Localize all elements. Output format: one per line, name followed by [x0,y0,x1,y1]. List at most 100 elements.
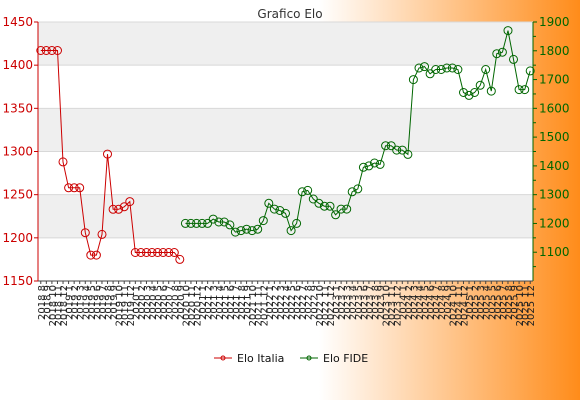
x-tick-label: 2019 7 [98,285,109,320]
data-point [314,198,324,208]
data-point [236,226,246,236]
data-point [397,145,407,155]
x-tick-label: 2024 10 [448,285,459,326]
grid-band [38,108,533,152]
data-point [225,220,235,230]
data-point [197,218,207,228]
x-tick-label: 2021 4 [215,285,226,320]
x-tick-label: 2021 10 [248,285,259,326]
y-left-tick-label: 1150 [2,274,33,288]
data-point [64,183,74,193]
x-tick-label: 2019 1 [65,285,76,320]
data-point [264,198,274,208]
data-point [281,208,290,218]
data-point [136,248,146,257]
data-point [130,248,140,257]
x-tick-label: 2020 8 [170,285,181,320]
x-tick-label: 2024 11 [454,285,465,326]
y-left-tick-label: 1450 [2,15,33,29]
data-point [520,85,530,95]
x-tick-label: 2024 5 [421,285,432,320]
data-point [436,65,446,74]
data-point [153,248,163,257]
data-point [203,218,213,228]
x-tick-label: 2022 9 [309,285,320,320]
x-tick-label: 2019 3 [76,285,87,320]
x-tick-label: 2023 3 [343,285,354,320]
x-tick-label: 2021 8 [237,285,248,320]
data-point [514,85,524,95]
x-tick-label: 2019 6 [92,285,103,320]
data-point [325,201,335,211]
y-left-tick-label: 1400 [2,58,33,72]
y-right-tick-label: 1200 [539,216,570,230]
legend-marker [220,355,226,361]
data-point [370,158,379,168]
x-tick-label: 2018 8 [37,285,48,320]
data-point [292,218,302,228]
y-right-tick-label: 1900 [539,15,570,29]
data-point [86,250,96,260]
x-tick-label: 2024 2 [404,285,415,320]
data-point [186,218,196,228]
data-point [470,88,480,97]
x-tick-label: 2018 11 [53,285,64,326]
legend-label: Elo FIDE [323,352,368,365]
x-tick-label: 2023 10 [382,285,393,326]
x-tick-label: 2025 4 [482,285,493,320]
x-tick-label: 2022 5 [287,285,298,320]
x-tick-label: 2024 1 [398,285,409,320]
x-tick-label: 2019 11 [120,285,131,326]
data-point [503,26,513,36]
y-right-tick-label: 1100 [539,245,570,259]
x-tick-label: 2022 10 [315,285,326,326]
x-tick-label: 2019 2 [70,285,81,320]
data-point [297,187,307,197]
x-tick-label: 2018 9 [42,285,53,320]
data-point [336,204,346,214]
x-tick-label: 2025 5 [487,285,498,320]
x-tick-label: 2023 9 [376,285,387,320]
data-point [169,248,179,257]
data-point [431,65,441,74]
data-point [375,159,385,169]
data-point [258,216,268,226]
x-tick-label: 2018 12 [59,285,70,326]
data-point [175,254,185,264]
x-tick-label: 2022 4 [282,285,293,320]
data-point [353,184,363,194]
x-tick-label: 2021 12 [259,285,270,326]
data-point [119,202,129,212]
x-tick-label: 2020 10 [181,285,192,326]
x-tick-label: 2023 1 [332,285,343,320]
data-point [303,185,313,195]
legend-marker [306,355,312,361]
data-point [269,204,279,214]
x-tick-label: 2019 8 [104,285,115,320]
data-point [180,218,190,228]
x-tick-label: 2023 5 [354,285,365,320]
data-point [475,80,485,90]
x-tick-label: 2021 7 [231,285,242,320]
x-tick-label: 2025 8 [504,285,515,320]
data-point [481,65,491,74]
data-point [214,217,224,227]
x-tick-label: 2022 8 [304,285,315,320]
x-tick-label: 2023 6 [359,285,370,320]
y-right-tick-label: 1600 [539,101,570,115]
x-tick-label: 2021 6 [226,285,237,320]
grid-band [38,194,533,238]
x-tick-label: 2023 12 [393,285,404,326]
x-tick-label: 2025 12 [526,285,537,326]
x-tick-label: 2022 1 [265,285,276,320]
data-point [242,224,252,234]
data-point [497,47,507,57]
x-tick-label: 2020 3 [142,285,153,320]
y-right-tick-label: 1300 [539,188,570,202]
x-tick-label: 2018 10 [48,285,59,326]
x-tick-label: 2023 11 [387,285,398,326]
data-point [453,65,463,74]
data-point [75,183,85,193]
